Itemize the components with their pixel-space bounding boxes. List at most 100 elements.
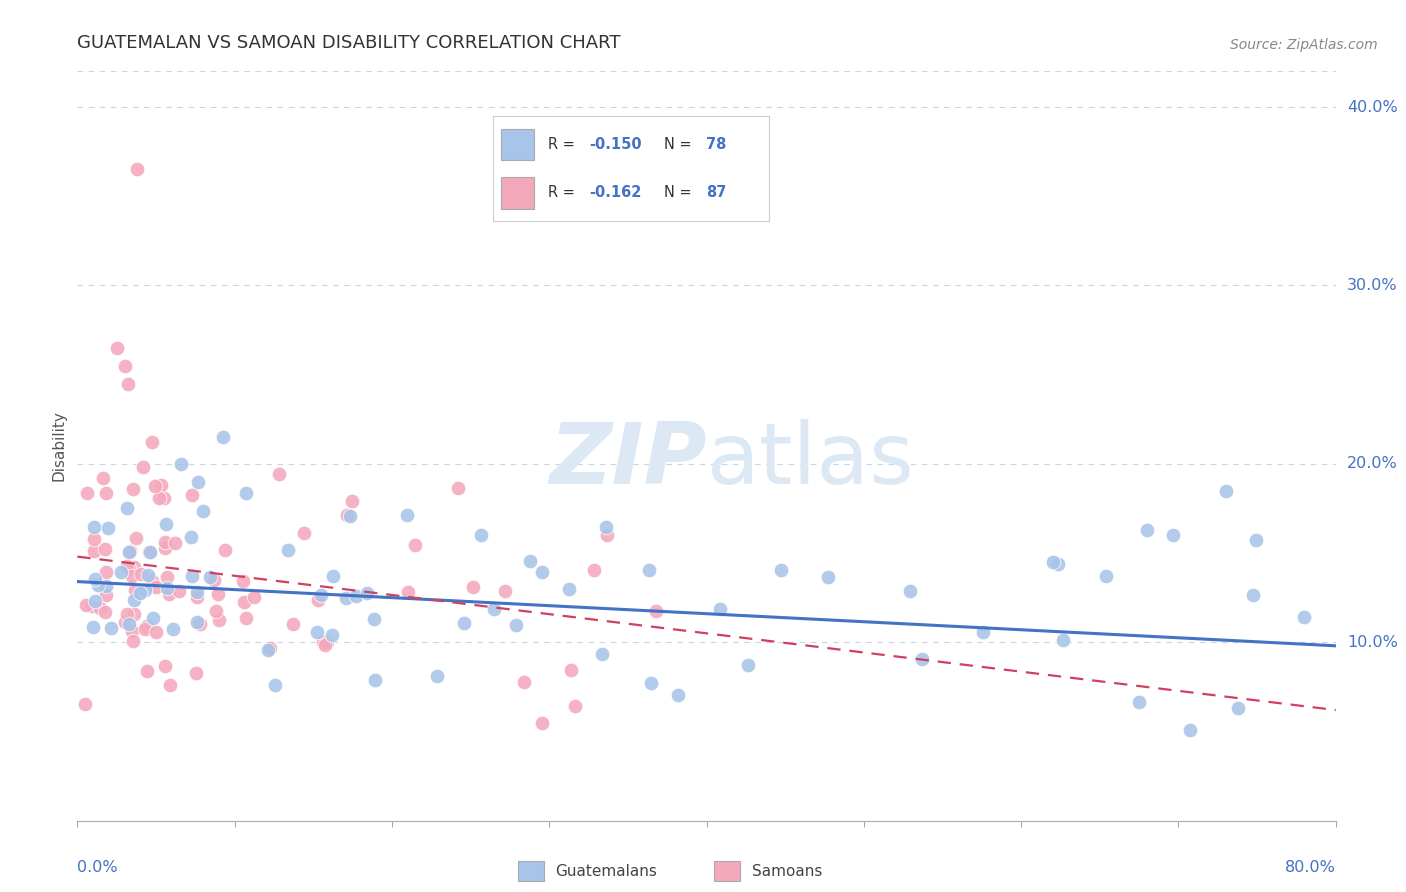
Point	[142, 610, 165, 624]
Point	[305, 624, 328, 639]
Point	[118, 561, 141, 575]
Point	[505, 617, 527, 632]
Point	[84, 572, 107, 586]
Point	[1163, 527, 1185, 541]
Point	[94, 579, 117, 593]
Point	[117, 607, 139, 621]
Point	[180, 488, 202, 502]
Point	[482, 601, 505, 615]
Point	[118, 545, 141, 559]
Point	[153, 534, 176, 549]
Text: -0.162: -0.162	[589, 186, 643, 201]
Point	[120, 544, 142, 558]
Point	[404, 538, 426, 552]
Point	[155, 541, 177, 555]
Point	[75, 599, 97, 613]
Point	[531, 716, 554, 731]
Point	[121, 569, 143, 583]
Point	[155, 516, 177, 531]
Point	[134, 623, 156, 637]
Point	[277, 543, 299, 558]
Point	[186, 584, 208, 599]
Text: 10.0%: 10.0%	[1347, 635, 1398, 649]
Text: Source: ZipAtlas.com: Source: ZipAtlas.com	[1230, 38, 1378, 52]
Point	[335, 591, 357, 605]
Point	[1128, 695, 1150, 709]
Point	[314, 638, 336, 652]
Point	[243, 590, 266, 604]
Point	[184, 666, 207, 681]
Point	[122, 633, 145, 648]
Point	[132, 459, 155, 474]
Point	[292, 526, 315, 541]
Point	[97, 521, 120, 535]
Point	[207, 587, 229, 601]
Text: Guatemalans: Guatemalans	[555, 863, 658, 879]
Point	[138, 568, 160, 582]
Point	[156, 582, 179, 596]
Point	[709, 602, 731, 616]
Point	[322, 569, 344, 583]
Text: 20.0%: 20.0%	[1347, 457, 1398, 471]
Point	[150, 478, 173, 492]
Point	[170, 457, 193, 471]
Point	[363, 611, 385, 625]
Point	[1095, 569, 1118, 583]
Point	[1136, 523, 1159, 537]
Point	[513, 675, 536, 690]
Text: 40.0%: 40.0%	[1347, 100, 1398, 114]
Point	[344, 589, 367, 603]
Point	[118, 616, 141, 631]
Point	[131, 566, 153, 581]
Point	[267, 467, 290, 481]
Point	[470, 527, 492, 541]
Point	[122, 592, 145, 607]
Point	[105, 341, 128, 355]
Point	[94, 606, 117, 620]
Point	[110, 565, 132, 579]
Point	[114, 615, 136, 630]
Point	[560, 663, 582, 677]
Point	[558, 582, 581, 596]
Point	[453, 615, 475, 630]
Point	[307, 593, 329, 607]
Point	[83, 544, 105, 558]
Point	[127, 162, 149, 177]
Point	[181, 568, 204, 582]
Point	[200, 570, 222, 584]
Point	[737, 658, 759, 673]
FancyBboxPatch shape	[714, 861, 741, 881]
Point	[205, 605, 228, 619]
Point	[1241, 588, 1264, 602]
Point	[124, 583, 146, 598]
Point	[136, 664, 159, 678]
Point	[426, 669, 449, 683]
Point	[336, 508, 359, 522]
Point	[82, 620, 104, 634]
Point	[232, 595, 254, 609]
Point	[898, 584, 921, 599]
Point	[591, 648, 613, 662]
Point	[519, 554, 541, 568]
Text: 30.0%: 30.0%	[1347, 278, 1398, 293]
Point	[1246, 533, 1268, 547]
Point	[145, 624, 167, 639]
Text: 78: 78	[706, 137, 725, 153]
Point	[188, 616, 211, 631]
Point	[312, 635, 335, 649]
Point	[163, 536, 186, 550]
Text: GUATEMALAN VS SAMOAN DISABILITY CORRELATION CHART: GUATEMALAN VS SAMOAN DISABILITY CORRELAT…	[77, 34, 621, 52]
Point	[94, 588, 117, 602]
Point	[153, 658, 176, 673]
Point	[1047, 558, 1070, 572]
Point	[309, 588, 332, 602]
Point	[211, 430, 233, 444]
Point	[638, 563, 661, 577]
Point	[94, 565, 117, 579]
Point	[494, 584, 516, 599]
Point	[1178, 723, 1201, 738]
Point	[187, 475, 209, 489]
Point	[972, 625, 994, 640]
Point	[644, 604, 666, 618]
Point	[583, 563, 606, 577]
